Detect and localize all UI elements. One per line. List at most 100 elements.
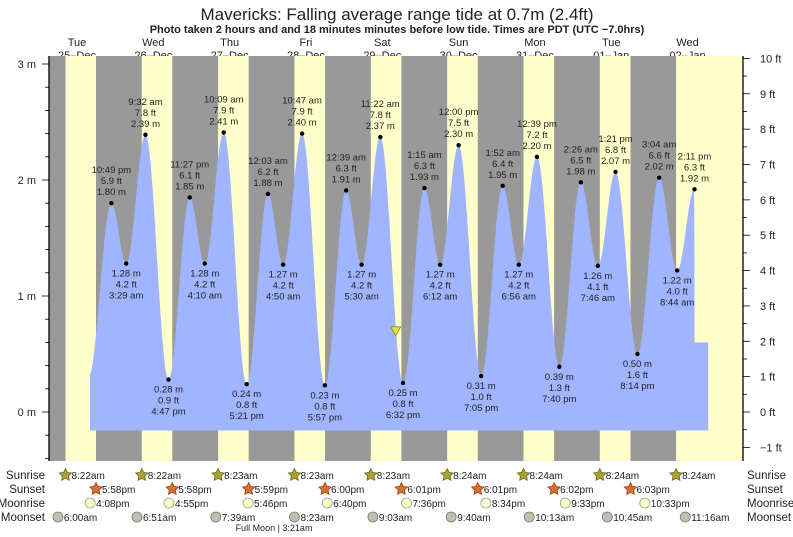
low-tide-label: 0.9 ft xyxy=(158,396,179,407)
right-axis-label: 1 ft xyxy=(760,372,775,384)
sunrise-icon xyxy=(58,467,73,482)
sunrise-icon xyxy=(134,467,149,482)
high-tide-label: 7.5 ft xyxy=(448,118,469,129)
high-tide-label: 2.41 m xyxy=(209,116,238,127)
high-tide-point xyxy=(143,132,148,137)
low-tide-label: 1.27 m xyxy=(347,270,376,281)
moonset-time: 7:39am xyxy=(222,513,255,524)
low-tide-label: 5:21 pm xyxy=(229,411,263,422)
moonset-icon xyxy=(601,511,613,523)
moonset-time: 8:23am xyxy=(300,513,333,524)
low-tide-point xyxy=(322,383,328,388)
low-tide-label: 1.26 m xyxy=(583,271,612,282)
moonset-time: 6:51am xyxy=(143,513,176,524)
low-tide-label: 7:40 pm xyxy=(542,394,576,405)
sunset-time: 6:00pm xyxy=(331,485,364,496)
low-tide-label: 1.28 m xyxy=(112,269,141,280)
moonrise-icon xyxy=(242,497,254,509)
low-tide-point xyxy=(166,377,171,382)
low-tide-label: 4.0 ft xyxy=(667,286,688,297)
sunset-time: 6:01pm xyxy=(484,485,517,496)
right-axis-label: −1 ft xyxy=(760,442,782,454)
high-tide-label: 2.20 m xyxy=(522,141,551,152)
high-tide-label: 7.2 ft xyxy=(526,130,547,141)
right-axis-label: 4 ft xyxy=(760,266,775,278)
moonrise-time: 9:33pm xyxy=(571,499,604,510)
low-tide-label: 7:46 am xyxy=(581,293,615,304)
high-tide-label: 2.39 m xyxy=(131,119,160,130)
moonrise-icon xyxy=(559,497,571,509)
low-tide-label: 1.22 m xyxy=(663,275,692,286)
sunset-icon xyxy=(241,481,256,496)
moonrise-row-label-left: Moonrise xyxy=(0,498,45,510)
low-tide-point xyxy=(244,381,249,387)
sunset-icon xyxy=(470,481,485,496)
high-tide-label: 2.02 m xyxy=(645,162,674,173)
left-axis-label: 1 m xyxy=(18,291,36,303)
right-axis-label: 3 ft xyxy=(760,301,775,313)
sunrise-icon xyxy=(440,467,455,482)
right-axis-label: 6 ft xyxy=(760,195,775,207)
right-axis-label: 2 ft xyxy=(760,336,775,348)
sunset-row-label-left: Sunset xyxy=(9,484,46,496)
sunrise-icon xyxy=(669,467,684,482)
high-tide-point xyxy=(456,143,461,148)
high-tide-label: 7.9 ft xyxy=(292,107,313,118)
day-name-label: Sat xyxy=(374,37,391,49)
high-tide-label: 3:04 am xyxy=(642,140,676,151)
low-tide-label: 0.28 m xyxy=(154,385,183,396)
low-tide-point xyxy=(400,380,406,386)
low-tide-point xyxy=(124,261,129,266)
low-tide-label: 1.28 m xyxy=(190,269,219,280)
high-tide-label: 11:27 pm xyxy=(170,159,209,170)
low-tide-label: 0.24 m xyxy=(232,389,261,400)
low-tide-label: 0.25 m xyxy=(389,388,418,399)
high-tide-point xyxy=(221,130,226,135)
sunrise-time: 8:23am xyxy=(224,471,257,482)
high-tide-label: 6.8 ft xyxy=(605,145,626,156)
low-tide-point xyxy=(478,373,484,379)
low-tide-label: 0.8 ft xyxy=(392,399,413,410)
high-tide-label: 2.40 m xyxy=(288,118,317,129)
low-tide-label: 4:47 pm xyxy=(151,407,185,418)
chart-title: Mavericks: Falling average range tide at… xyxy=(200,5,593,24)
low-tide-label: 4.2 ft xyxy=(116,280,137,291)
high-tide-point xyxy=(378,134,383,140)
low-tide-label: 1.6 ft xyxy=(627,370,648,381)
low-tide-label: 0.39 m xyxy=(545,372,574,383)
low-tide-label: 4:50 am xyxy=(266,292,300,303)
high-tide-label: 1.98 m xyxy=(566,166,595,177)
high-tide-label: 1.91 m xyxy=(332,174,361,185)
low-tide-label: 4.2 ft xyxy=(430,281,451,292)
sunrise-time: 8:22am xyxy=(148,471,181,482)
moonrise-icon xyxy=(321,497,333,509)
moonrise-time: 8:34pm xyxy=(492,499,525,510)
high-tide-point xyxy=(265,191,271,197)
low-tide-label: 0.8 ft xyxy=(314,401,335,412)
sunset-icon xyxy=(88,481,104,496)
sunrise-time: 8:24am xyxy=(682,471,715,482)
sunset-time: 5:58pm xyxy=(102,485,135,496)
low-tide-label: 0.23 m xyxy=(310,390,339,401)
moonrise-icon xyxy=(480,497,492,509)
low-tide-label: 4.2 ft xyxy=(194,280,215,291)
sunrise-time: 8:22am xyxy=(71,471,104,482)
moonset-time: 9:40am xyxy=(457,513,490,524)
moonset-time: 9:03am xyxy=(379,513,412,524)
sunset-icon xyxy=(165,481,180,496)
high-tide-label: 2:11 pm xyxy=(678,151,712,162)
high-tide-label: 1:15 am xyxy=(407,150,441,161)
low-tide-label: 4.2 ft xyxy=(508,281,529,292)
moonrise-icon xyxy=(639,497,651,509)
low-tide-label: 1.27 m xyxy=(504,270,533,281)
moonset-icon xyxy=(367,511,379,523)
day-name-label: Fri xyxy=(300,37,313,49)
low-tide-label: 5:30 am xyxy=(344,292,378,303)
sunset-time: 6:01pm xyxy=(407,485,440,496)
sunrise-time: 8:24am xyxy=(529,471,562,482)
low-tide-label: 6:32 pm xyxy=(386,410,420,421)
sunrise-icon xyxy=(363,467,378,482)
day-name-label: Sun xyxy=(449,37,469,49)
high-tide-label: 12:03 am xyxy=(248,156,288,167)
